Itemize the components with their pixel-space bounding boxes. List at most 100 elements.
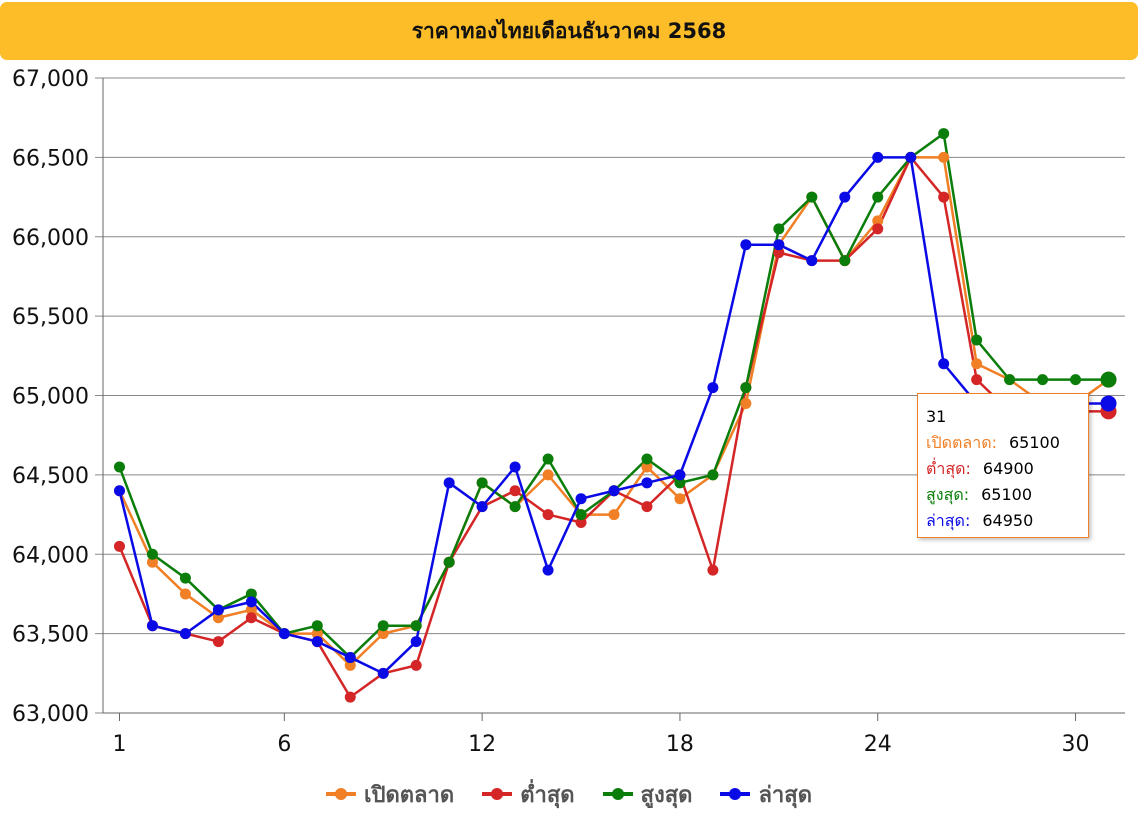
tooltip-row-name: ต่ำสุด: — [926, 459, 971, 478]
data-point-series-4 — [344, 651, 356, 663]
data-point-series-2 — [575, 517, 587, 528]
data-point-series-4 — [740, 239, 752, 251]
data-point-series-3 — [971, 334, 983, 346]
tooltip-row-name: ล่าสุด: — [926, 511, 971, 530]
data-point-series-3 — [443, 556, 455, 568]
legend-item-last[interactable]: ล่าสุด — [720, 777, 812, 812]
data-point-series-3 — [674, 477, 686, 489]
data-point-series-1 — [542, 469, 554, 481]
y-tick-label: 63,500 — [12, 623, 89, 648]
data-point-series-4 — [839, 191, 851, 203]
data-point-series-3 — [575, 509, 587, 521]
data-point-series-4 — [674, 469, 686, 481]
y-tick-label: 64,000 — [12, 543, 89, 568]
data-point-series-3 — [1004, 374, 1016, 386]
data-point-series-3 — [476, 477, 488, 489]
chart-legend: เปิดตลาด ต่ำสุด สูงสุด ล่าสุด — [0, 772, 1138, 816]
x-tick-label: 18 — [666, 732, 694, 757]
data-point-series-3 — [377, 620, 389, 632]
data-point-series-4 — [377, 667, 389, 679]
tooltip-row-value: 64900 — [982, 459, 1034, 478]
x-tick-label: 30 — [1062, 732, 1090, 757]
data-point-series-3 — [641, 453, 653, 465]
data-point-series-3 — [740, 382, 752, 394]
x-tick-label: 1 — [112, 732, 126, 757]
data-point-series-2 — [641, 501, 653, 513]
data-point-series-3 — [707, 469, 719, 481]
data-point-series-2 — [707, 564, 719, 576]
data-point-series-1 — [146, 556, 158, 568]
data-point-series-4 — [806, 255, 818, 267]
tooltip-row-high: สูงสุด: 65100 — [926, 482, 1080, 508]
data-point-series-4 — [311, 636, 323, 648]
y-tick-label: 65,500 — [12, 305, 89, 330]
legend-label: ต่ำสุด — [520, 782, 575, 808]
data-point-series-3 — [839, 255, 851, 267]
tooltip-row-name: สูงสุด: — [926, 485, 970, 504]
data-point-series-2 — [410, 659, 422, 671]
data-point-series-3 — [806, 191, 818, 203]
tooltip-row-value: 65100 — [981, 485, 1033, 504]
data-point-series-3 — [872, 191, 884, 203]
legend-item-low[interactable]: ต่ำสุด — [482, 777, 575, 812]
chart-title: ราคาทองไทยเดือนธันวาคม 2568 — [411, 18, 727, 43]
data-point-series-2 — [542, 509, 554, 521]
data-point-series-3 — [1037, 374, 1049, 386]
data-point-series-3 — [509, 501, 521, 513]
data-point-series-4 — [575, 493, 587, 505]
legend-swatch — [326, 788, 356, 800]
data-point-series-2 — [773, 247, 785, 259]
y-tick-label: 67,000 — [12, 67, 89, 92]
tooltip-row-low: ต่ำสุด: 64900 — [926, 456, 1080, 482]
legend-swatch — [602, 788, 633, 800]
data-point-series-4 — [245, 596, 257, 608]
data-point-series-4 — [707, 382, 719, 394]
legend-item-high[interactable]: สูงสุด — [602, 777, 693, 812]
data-tooltip: 31 เปิดตลาด: 65100 ต่ำสุด: 64900 สูงสุด: 65… — [917, 393, 1089, 538]
data-point-series-2 — [872, 223, 884, 235]
legend-swatch — [482, 788, 513, 800]
y-tick-label: 63,000 — [12, 702, 89, 727]
data-point-series-4 — [938, 358, 950, 370]
legend-swatch — [720, 788, 751, 800]
y-tick-label: 66,500 — [12, 146, 89, 171]
y-tick-label: 65,000 — [12, 385, 89, 410]
data-point-series-4 — [212, 604, 224, 616]
legend-label: สูงสุด — [640, 782, 693, 808]
data-point-series-4 — [179, 628, 191, 640]
x-tick-label: 24 — [864, 732, 892, 757]
legend-label: เปิดตลาด — [364, 782, 455, 808]
data-point-series-2 — [344, 691, 356, 703]
data-point-series-4 — [1100, 395, 1117, 412]
data-point-series-3 — [773, 223, 785, 235]
y-tick-label: 66,000 — [12, 226, 89, 251]
data-point-series-3 — [1070, 374, 1082, 386]
data-point-series-4 — [476, 501, 488, 513]
data-point-series-3 — [542, 453, 554, 465]
data-point-series-3 — [146, 548, 158, 560]
data-point-series-4 — [509, 461, 521, 473]
data-point-series-1 — [245, 604, 257, 616]
data-point-series-4 — [608, 485, 620, 497]
data-point-series-2 — [245, 612, 257, 624]
data-point-series-2 — [212, 636, 224, 648]
data-point-series-4 — [641, 477, 653, 489]
data-point-series-1 — [179, 588, 191, 600]
data-point-series-4 — [443, 477, 455, 489]
y-tick-label: 64,500 — [12, 464, 89, 489]
data-point-series-2 — [509, 485, 521, 497]
data-point-series-4 — [278, 628, 290, 640]
data-point-series-4 — [773, 239, 785, 251]
tooltip-row-last: ล่าสุด: 64950 — [926, 508, 1080, 534]
data-point-series-3 — [113, 461, 125, 473]
data-point-series-1 — [377, 628, 389, 640]
legend-item-open[interactable]: เปิดตลาด — [326, 777, 454, 812]
data-point-series-4 — [410, 636, 422, 648]
data-point-series-3 — [1100, 371, 1117, 388]
data-point-series-3 — [179, 572, 191, 584]
data-point-series-1 — [740, 397, 752, 409]
tooltip-label: 31 — [926, 407, 947, 426]
data-point-series-1 — [311, 628, 323, 640]
data-point-series-2 — [938, 191, 950, 203]
